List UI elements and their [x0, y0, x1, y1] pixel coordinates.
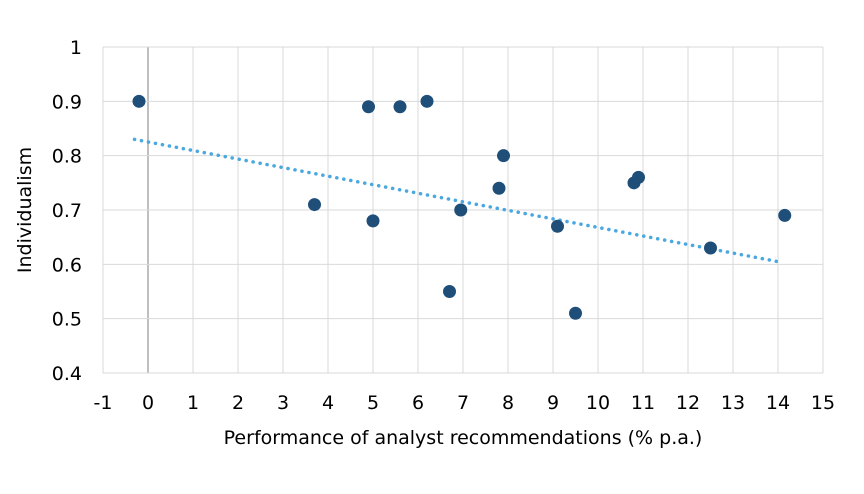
data-point — [492, 181, 506, 195]
x-tick-label: 9 — [547, 392, 559, 414]
y-tick-label: 0.7 — [52, 200, 82, 222]
trendline-group — [132, 137, 780, 264]
data-point — [366, 214, 380, 228]
x-tick-label: 6 — [412, 392, 424, 414]
data-point — [420, 94, 434, 108]
x-tick-label: 1 — [187, 392, 199, 414]
y-tick-labels: 0.4 0.5 0.6 0.7 0.8 0.9 1 — [52, 37, 82, 385]
y-axis-title: Individualism — [14, 147, 36, 273]
x-tick-label: 10 — [586, 392, 610, 414]
x-tick-label: 5 — [367, 392, 379, 414]
data-point — [393, 100, 407, 114]
trendline — [132, 137, 780, 264]
y-tick-label: 0.5 — [52, 309, 82, 331]
x-tick-label: -1 — [94, 392, 113, 414]
y-tick-label: 0.8 — [52, 146, 82, 168]
x-tick-label: 15 — [811, 392, 835, 414]
x-tick-label: 7 — [457, 392, 469, 414]
x-tick-label: 11 — [631, 392, 655, 414]
y-tick-label: 0.6 — [52, 254, 82, 276]
gridlines — [102, 46, 824, 374]
data-point — [454, 203, 468, 217]
data-point — [632, 170, 645, 184]
y-tick-label: 0.4 — [52, 363, 82, 385]
data-point — [362, 100, 375, 114]
data-point — [132, 94, 146, 108]
data-points — [132, 94, 792, 320]
data-point — [308, 198, 321, 212]
x-tick-label: 13 — [721, 392, 745, 414]
x-tick-label: 12 — [676, 392, 700, 414]
x-axis-title: Performance of analyst recommendations (… — [224, 427, 703, 449]
data-point — [443, 285, 456, 298]
x-tick-label: 3 — [277, 392, 289, 414]
data-point — [569, 306, 582, 320]
x-tick-label: 4 — [322, 392, 334, 414]
y-tick-label: 0.9 — [52, 91, 82, 113]
data-point — [551, 219, 564, 233]
data-point — [704, 241, 717, 255]
x-tick-label: 2 — [232, 392, 244, 414]
data-point — [497, 149, 510, 163]
x-tick-label: 14 — [766, 392, 790, 414]
x-tick-label: 8 — [502, 392, 514, 414]
y-tick-label: 1 — [70, 37, 82, 59]
x-tick-labels: -1 0 1 2 3 4 5 6 7 8 9 10 11 12 13 14 15 — [94, 392, 836, 414]
data-point — [778, 208, 792, 222]
x-tick-label: 0 — [142, 392, 154, 414]
